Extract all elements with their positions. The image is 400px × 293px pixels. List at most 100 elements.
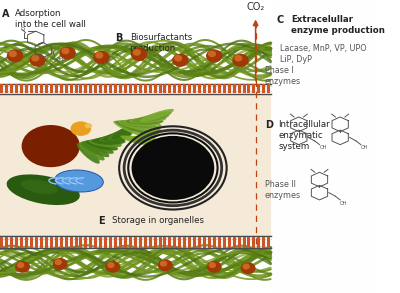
FancyBboxPatch shape xyxy=(109,236,112,248)
Circle shape xyxy=(18,263,24,268)
Ellipse shape xyxy=(126,134,158,141)
FancyBboxPatch shape xyxy=(35,236,38,248)
FancyBboxPatch shape xyxy=(208,236,211,248)
FancyBboxPatch shape xyxy=(158,236,162,248)
FancyBboxPatch shape xyxy=(15,84,18,93)
FancyBboxPatch shape xyxy=(40,84,43,93)
FancyBboxPatch shape xyxy=(223,236,226,248)
Circle shape xyxy=(233,54,248,66)
FancyBboxPatch shape xyxy=(40,236,43,248)
FancyBboxPatch shape xyxy=(144,236,147,248)
FancyBboxPatch shape xyxy=(124,236,127,248)
FancyBboxPatch shape xyxy=(99,84,102,93)
Text: C: C xyxy=(276,15,284,25)
FancyBboxPatch shape xyxy=(89,84,92,93)
Ellipse shape xyxy=(95,135,129,143)
Ellipse shape xyxy=(21,180,58,194)
FancyBboxPatch shape xyxy=(114,84,117,93)
FancyBboxPatch shape xyxy=(139,236,142,248)
Circle shape xyxy=(16,262,29,272)
Circle shape xyxy=(209,51,215,57)
Ellipse shape xyxy=(86,140,118,151)
FancyBboxPatch shape xyxy=(154,236,156,248)
FancyBboxPatch shape xyxy=(80,84,82,93)
FancyBboxPatch shape xyxy=(164,236,166,248)
FancyBboxPatch shape xyxy=(248,84,250,93)
FancyBboxPatch shape xyxy=(183,84,186,93)
Ellipse shape xyxy=(140,109,174,122)
FancyBboxPatch shape xyxy=(10,236,13,248)
Ellipse shape xyxy=(129,116,166,123)
Text: Storage in organelles: Storage in organelles xyxy=(112,216,204,225)
Text: Extracelullar
enzyme production: Extracelullar enzyme production xyxy=(291,15,385,35)
Ellipse shape xyxy=(132,114,169,123)
FancyBboxPatch shape xyxy=(60,84,63,93)
FancyBboxPatch shape xyxy=(119,84,122,93)
FancyBboxPatch shape xyxy=(218,236,221,248)
FancyBboxPatch shape xyxy=(84,236,87,248)
Circle shape xyxy=(108,263,114,268)
FancyBboxPatch shape xyxy=(124,84,127,93)
FancyBboxPatch shape xyxy=(94,84,97,93)
Text: D: D xyxy=(265,120,273,130)
Ellipse shape xyxy=(22,125,80,167)
Circle shape xyxy=(55,260,61,265)
Text: OH: OH xyxy=(320,145,327,150)
FancyBboxPatch shape xyxy=(178,84,181,93)
FancyBboxPatch shape xyxy=(30,84,33,93)
FancyBboxPatch shape xyxy=(198,84,201,93)
Circle shape xyxy=(132,136,214,200)
FancyBboxPatch shape xyxy=(10,84,13,93)
FancyBboxPatch shape xyxy=(228,236,231,248)
Ellipse shape xyxy=(44,141,58,151)
Ellipse shape xyxy=(38,137,64,156)
Circle shape xyxy=(8,50,22,62)
FancyBboxPatch shape xyxy=(55,84,58,93)
FancyBboxPatch shape xyxy=(0,94,271,236)
FancyBboxPatch shape xyxy=(267,236,270,248)
FancyBboxPatch shape xyxy=(178,236,181,248)
Circle shape xyxy=(235,56,242,61)
FancyBboxPatch shape xyxy=(129,236,132,248)
FancyBboxPatch shape xyxy=(257,84,260,93)
Circle shape xyxy=(53,259,67,269)
FancyBboxPatch shape xyxy=(242,84,246,93)
FancyBboxPatch shape xyxy=(228,84,231,93)
FancyBboxPatch shape xyxy=(262,236,265,248)
Circle shape xyxy=(60,47,75,59)
FancyBboxPatch shape xyxy=(45,236,48,248)
Circle shape xyxy=(132,49,146,60)
FancyBboxPatch shape xyxy=(248,236,250,248)
FancyBboxPatch shape xyxy=(213,84,216,93)
FancyBboxPatch shape xyxy=(208,84,211,93)
FancyBboxPatch shape xyxy=(35,84,38,93)
FancyBboxPatch shape xyxy=(30,236,33,248)
Circle shape xyxy=(32,56,39,61)
FancyBboxPatch shape xyxy=(139,84,142,93)
FancyBboxPatch shape xyxy=(233,236,236,248)
Ellipse shape xyxy=(81,142,109,157)
Ellipse shape xyxy=(88,139,122,147)
Ellipse shape xyxy=(26,128,76,164)
FancyBboxPatch shape xyxy=(238,236,241,248)
Ellipse shape xyxy=(124,136,156,141)
Ellipse shape xyxy=(136,127,161,143)
FancyBboxPatch shape xyxy=(262,84,265,93)
FancyBboxPatch shape xyxy=(60,236,63,248)
Ellipse shape xyxy=(99,132,132,142)
Ellipse shape xyxy=(79,142,105,161)
FancyBboxPatch shape xyxy=(149,84,152,93)
FancyBboxPatch shape xyxy=(65,84,68,93)
Text: OH: OH xyxy=(340,201,348,206)
FancyBboxPatch shape xyxy=(173,84,176,93)
FancyBboxPatch shape xyxy=(74,84,78,93)
Ellipse shape xyxy=(123,119,160,126)
FancyBboxPatch shape xyxy=(70,236,72,248)
Ellipse shape xyxy=(32,132,70,160)
FancyBboxPatch shape xyxy=(271,2,376,293)
FancyBboxPatch shape xyxy=(188,236,191,248)
Ellipse shape xyxy=(116,121,150,134)
Text: Intracellular
enzymatic
system: Intracellular enzymatic system xyxy=(278,120,330,151)
FancyBboxPatch shape xyxy=(109,84,112,93)
FancyBboxPatch shape xyxy=(20,236,23,248)
